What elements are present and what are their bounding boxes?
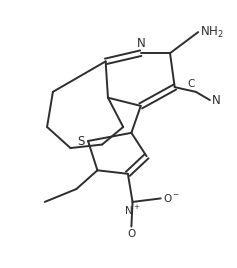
Text: N$^+$: N$^+$: [124, 204, 141, 217]
Text: N: N: [136, 37, 145, 50]
Text: S: S: [77, 135, 85, 147]
Text: N: N: [212, 94, 221, 107]
Text: O: O: [127, 229, 136, 239]
Text: O$^-$: O$^-$: [163, 192, 180, 204]
Text: NH$_2$: NH$_2$: [201, 25, 224, 40]
Text: C: C: [187, 80, 195, 90]
